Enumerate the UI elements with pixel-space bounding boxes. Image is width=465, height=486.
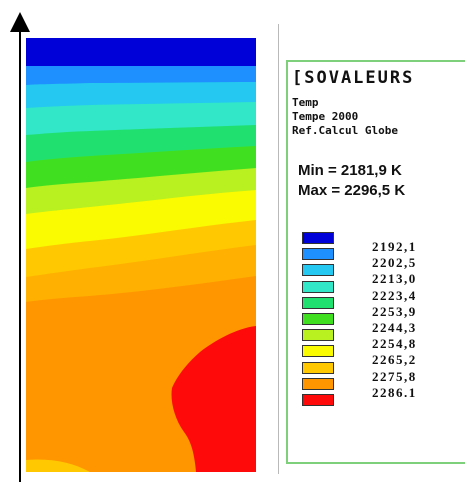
legend-reference: Ref.Calcul Globe bbox=[292, 124, 398, 137]
legend-variable: Temp bbox=[292, 96, 319, 109]
legend-level-label: 2213,0 bbox=[372, 271, 417, 287]
temperature-isovalue-map bbox=[10, 12, 256, 482]
legend-time: Tempe 2000 bbox=[292, 110, 359, 123]
legend-title: [SOVALEURS bbox=[292, 68, 415, 88]
legend-swatch bbox=[302, 361, 334, 374]
legend-swatch bbox=[302, 377, 334, 390]
legend-swatch bbox=[302, 345, 334, 358]
min-value: Min = 2181,9 K bbox=[298, 162, 402, 179]
legend-swatch bbox=[302, 264, 334, 277]
isovalue-bands bbox=[26, 38, 256, 472]
band-dark-blue bbox=[26, 38, 256, 66]
legend-level-label: 2202,5 bbox=[372, 255, 417, 271]
legend-level-label: 2244,3 bbox=[372, 320, 417, 335]
legend-swatch bbox=[302, 280, 334, 293]
legend-swatch bbox=[302, 232, 334, 244]
band-red-hotspot bbox=[171, 326, 256, 472]
legend-level-label: 2223,4 bbox=[372, 287, 417, 303]
legend-swatch bbox=[302, 394, 334, 406]
legend-level-label: 2275,8 bbox=[372, 368, 417, 384]
legend-level-label: 2265,2 bbox=[372, 352, 417, 368]
legend-swatch bbox=[302, 313, 334, 325]
legend-swatch bbox=[302, 248, 334, 261]
axis-arrow-icon bbox=[10, 12, 30, 32]
legend-panel: [SOVALEURS Temp Tempe 2000 Ref.Calcul Gl… bbox=[286, 60, 465, 464]
legend-level-label: 2286.1 bbox=[372, 384, 417, 400]
legend-swatch bbox=[302, 296, 334, 309]
panel-divider bbox=[278, 24, 279, 474]
legend-swatch bbox=[302, 329, 334, 342]
band-bottom-yellow bbox=[26, 459, 90, 472]
legend-level-label: 2253,9 bbox=[372, 303, 417, 319]
legend-level-label: 2254,8 bbox=[372, 336, 417, 352]
max-value: Max = 2296,5 K bbox=[298, 182, 406, 199]
legend-level-label: 2192,1 bbox=[372, 239, 417, 254]
